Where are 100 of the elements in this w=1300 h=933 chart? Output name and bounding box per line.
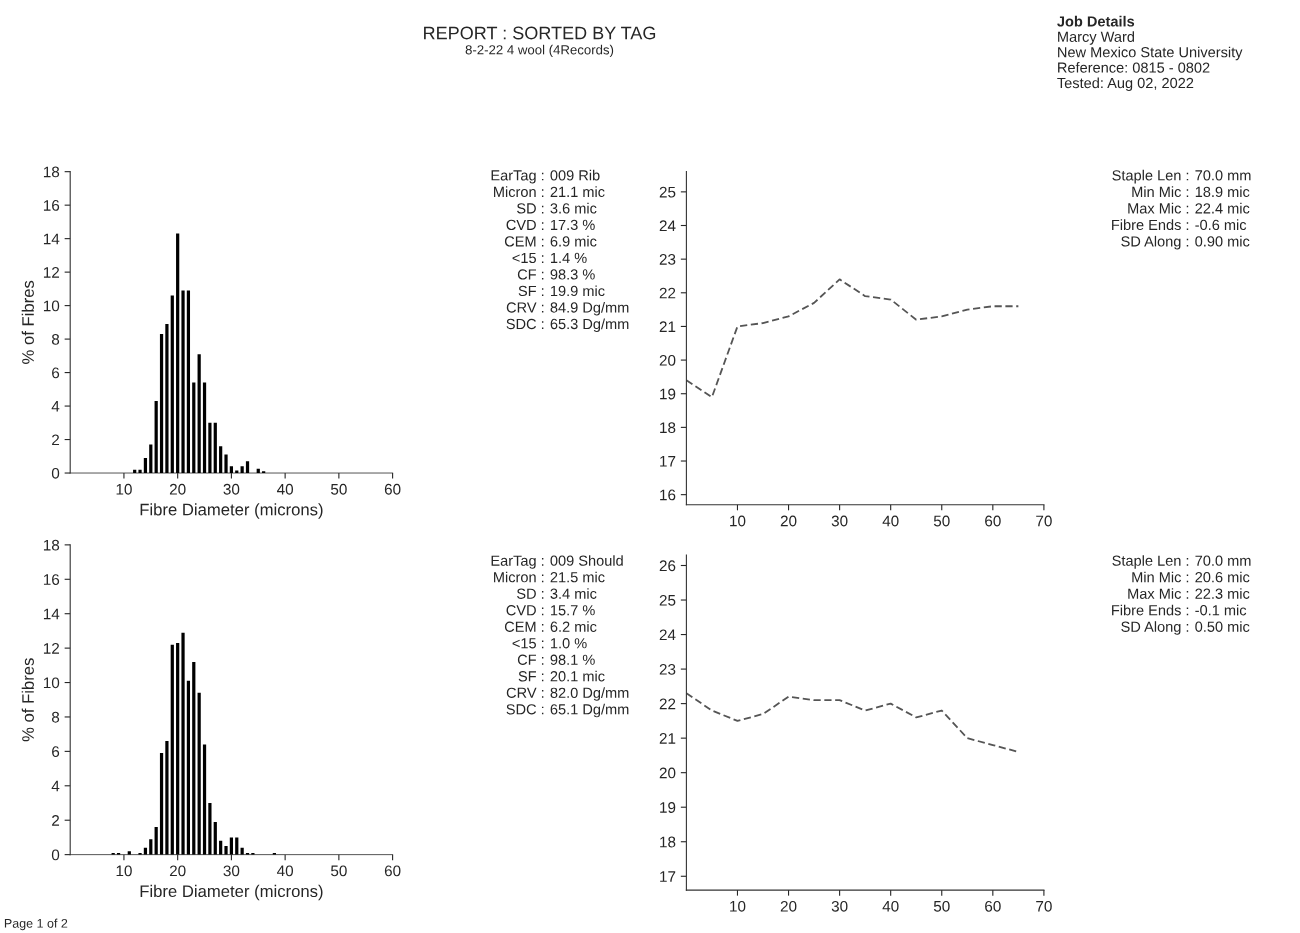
line-series [686,278,1020,398]
text: CVD : 17.3 % [506,219,595,231]
x-tick-label: 10 [116,483,132,495]
y-axis-title: % of Fibres [21,280,34,364]
text: SD : 3.6 mic [517,202,597,214]
y-tick-label: 16 [43,200,60,211]
x-tick-label: 40 [882,515,899,527]
text: SDC : 65.3 Dg/mm [506,318,629,333]
x-tick-label: 60 [985,515,1001,527]
y-tick-label: 22 [659,287,676,299]
text: CF : 98.3 % [517,269,595,280]
y-tick-label: 0 [51,849,60,861]
text: Page 1 of 2 [4,918,68,931]
x-tick-label: 10 [116,865,132,877]
text: SDC : 65.1 Dg/mm [506,703,629,718]
x-tick-label: 30 [223,483,240,495]
x-tick-label: 20 [780,900,797,912]
text: Max Mic : 22.4 mic [1128,202,1250,214]
text: SD Along : 0.50 mic [1121,621,1250,635]
text: Marcy Ward [1058,31,1135,45]
text: Job Details [1057,15,1135,27]
x-tick-label: 10 [730,900,746,912]
text: Reference: 0815 - 0802 [1058,62,1210,73]
y-tick-label: 21 [659,321,676,332]
x-axis-title: Fibre Diameter (microns) [140,503,323,519]
y-tick-label: 6 [52,367,60,379]
y-tick-label: 18 [43,166,60,178]
text: <15 : 1.4 % [512,252,587,264]
y-tick-label: 0 [51,467,60,479]
text: EarTag : 009 Should [491,555,623,569]
y-tick-label: 2 [52,815,60,826]
text: CF : 98.1 % [517,654,595,665]
y-tick-label: 10 [43,300,60,312]
text: Staple Len : 70.0 mm [1112,555,1251,569]
y-tick-label: 6 [52,746,60,758]
text: SF : 20.1 mic [518,670,605,682]
x-tick-label: 40 [276,483,294,495]
y-tick-label: 14 [43,233,60,245]
x-tick-label: 60 [985,900,1001,912]
x-tick-label: 50 [330,483,347,495]
y-tick-label: 14 [43,608,60,620]
y-tick-label: 2 [52,434,60,446]
y-tick-label: 25 [659,594,676,606]
x-tick-label: 30 [831,900,848,912]
y-tick-label: 16 [660,489,676,501]
text: 8-2-22 4 wool (4Records) [465,44,614,58]
x-tick-label: 20 [780,515,797,527]
y-tick-label: 12 [43,642,60,654]
y-tick-label: 12 [43,266,60,278]
text: Min Mic : 20.6 mic [1132,571,1250,583]
text: Fibre Ends : -0.6 mic [1112,219,1247,231]
y-axis-title: % of Fibres [21,658,34,742]
x-axis-title: Fibre Diameter (microns) [140,884,323,901]
y-tick-label: 19 [660,388,676,400]
x-tick-label: 60 [384,865,401,877]
x-tick-label: 70 [1036,900,1052,912]
text: New Mexico State University [1058,46,1243,61]
y-tick-label: 16 [43,574,60,585]
text: CVD : 15.7 % [506,605,595,616]
text: CEM : 6.9 mic [504,235,597,247]
y-tick-label: 20 [659,767,676,779]
y-tick-label: 18 [660,836,676,848]
y-tick-label: 4 [51,780,60,792]
x-tick-label: 20 [169,483,186,495]
x-tick-label: 40 [276,865,294,877]
text: <15 : 1.0 % [512,638,587,649]
y-tick-label: 18 [43,539,60,551]
text: REPORT : SORTED BY TAG [424,26,656,40]
y-tick-label: 23 [659,663,676,675]
y-tick-label: 17 [660,456,676,467]
y-tick-label: 17 [660,871,676,882]
text: Staple Len : 70.0 mm [1112,169,1251,184]
text: Micron : 21.1 mic [494,186,605,198]
y-tick-label: 23 [659,254,676,265]
x-tick-label: 40 [882,900,899,912]
x-tick-label: 70 [1036,515,1052,527]
text: EarTag : 009 Rib [491,169,600,184]
x-tick-label: 50 [933,515,950,527]
y-tick-label: 10 [43,677,60,689]
text: Max Mic : 22.3 mic [1128,588,1250,599]
text: SF : 19.9 mic [518,285,605,297]
x-tick-label: 60 [384,483,401,495]
text: Fibre Ends : -0.1 mic [1112,604,1247,616]
y-tick-label: 21 [659,733,676,744]
y-tick-label: 25 [659,186,676,198]
y-tick-label: 4 [51,401,60,412]
x-tick-label: 10 [730,515,746,527]
text: CRV : 84.9 Dg/mm [506,301,629,316]
y-tick-label: 8 [51,711,60,723]
text: CEM : 6.2 mic [504,621,597,632]
text: Micron : 21.5 mic [494,571,605,583]
y-tick-label: 18 [660,422,676,434]
text: Tested: Aug 02, 2022 [1057,77,1194,92]
text: SD : 3.4 mic [517,588,597,599]
x-tick-label: 30 [831,515,848,527]
y-tick-label: 26 [659,560,676,572]
text: CRV : 82.0 Dg/mm [506,687,629,701]
x-tick-label: 50 [933,900,950,912]
y-tick-label: 24 [659,629,676,641]
x-tick-label: 50 [330,865,347,877]
